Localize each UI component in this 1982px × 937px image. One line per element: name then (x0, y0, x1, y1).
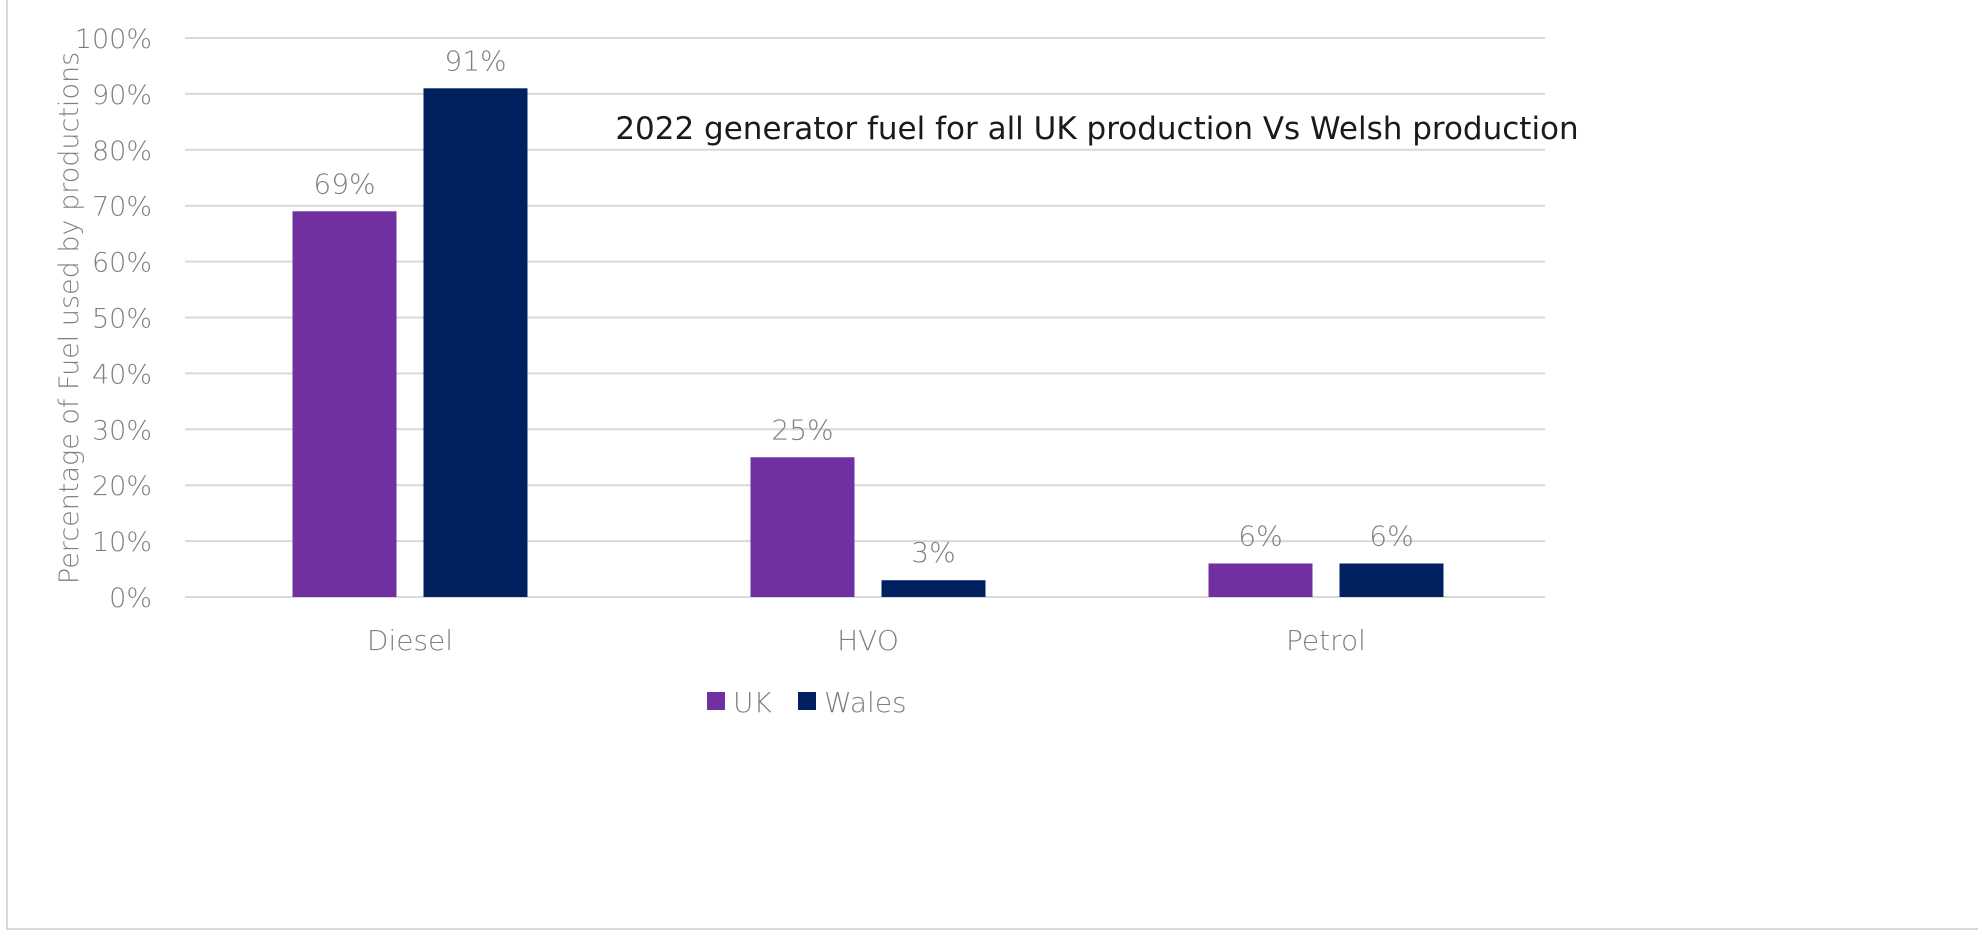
x-category-label: Diesel (367, 624, 453, 657)
legend: UK Wales (707, 686, 907, 719)
legend-swatch-uk (707, 692, 725, 710)
data-label: 25% (771, 413, 833, 446)
y-tick-label: 10% (92, 527, 152, 558)
legend-label-wales: Wales (824, 686, 907, 719)
legend-swatch-wales (798, 692, 816, 710)
y-tick-label: 90% (92, 80, 152, 111)
y-tick-label: 80% (92, 136, 152, 167)
legend-label-uk: UK (733, 686, 772, 719)
bar-uk-petrol (1208, 563, 1313, 597)
bar-wales-diesel (423, 88, 528, 597)
data-label: 6% (1238, 519, 1282, 552)
chart-title: 2022 generator fuel for all UK productio… (615, 111, 1578, 147)
y-tick-label: 70% (92, 192, 152, 223)
x-category-label: HVO (837, 624, 899, 657)
y-axis-title: Percentage of Fuel used by productions (54, 52, 85, 584)
x-axis-categories: Diesel HVO Petrol (367, 624, 1366, 657)
data-label: 69% (313, 167, 375, 200)
data-label: 3% (911, 536, 955, 569)
bar-uk-hvo (750, 457, 855, 597)
y-tick-label: 60% (92, 248, 152, 279)
x-category-label: Petrol (1286, 624, 1366, 657)
bar-wales-petrol (1339, 563, 1444, 597)
data-label: 91% (444, 44, 506, 77)
bars (292, 88, 1444, 598)
data-label: 6% (1369, 519, 1413, 552)
y-tick-label: 40% (92, 359, 152, 390)
y-tick-label: 50% (92, 304, 152, 335)
gridlines (185, 37, 1545, 598)
y-axis-ticks: 0% 10% 20% 30% 40% 50% 60% 70% 80% 90% 100% (75, 24, 152, 614)
chart-frame (6, 0, 1978, 930)
y-tick-label: 100% (75, 24, 152, 55)
bar-uk-diesel (292, 211, 397, 598)
data-labels: 69% 91% 25% 3% 6% 6% (313, 44, 1413, 569)
y-tick-label: 30% (92, 415, 152, 446)
y-tick-label: 0% (109, 583, 152, 614)
y-tick-label: 20% (92, 471, 152, 502)
bar-wales-hvo (881, 580, 986, 597)
